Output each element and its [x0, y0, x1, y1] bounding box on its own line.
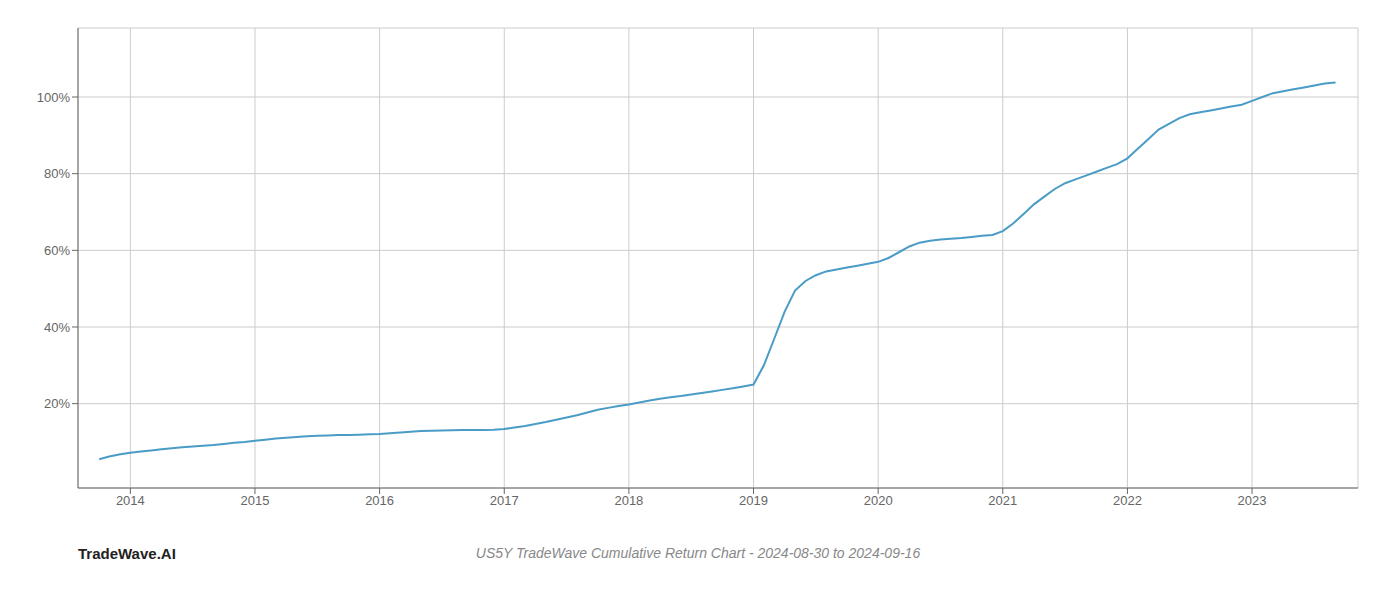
svg-text:2023: 2023	[1238, 493, 1267, 508]
html-text:US5Y TradeWave Cumulative Retu: US5Y TradeWave Cumulative Return Chart -…	[475, 545, 921, 561]
svg-text:100%: 100%	[37, 90, 71, 105]
svg-text:2016: 2016	[365, 493, 394, 508]
svg-text:60%: 60%	[44, 243, 70, 258]
svg-text:2019: 2019	[739, 493, 768, 508]
svg-text:2020: 2020	[864, 493, 893, 508]
svg-text:2018: 2018	[614, 493, 643, 508]
svg-text:2014: 2014	[116, 493, 145, 508]
svg-text:80%: 80%	[44, 166, 70, 181]
svg-text:2017: 2017	[490, 493, 519, 508]
html-text:TradeWave.AI: TradeWave.AI	[78, 544, 176, 562]
svg-text:20%: 20%	[44, 396, 70, 411]
svg-text:2015: 2015	[241, 493, 270, 508]
svg-text:2022: 2022	[1113, 493, 1142, 508]
svg-text:40%: 40%	[44, 320, 70, 335]
svg-text:2021: 2021	[988, 493, 1017, 508]
